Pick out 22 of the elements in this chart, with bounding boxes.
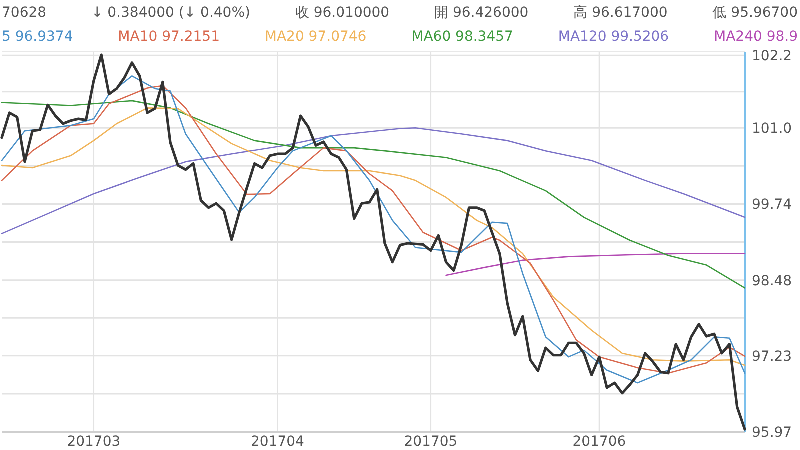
text: MA240 98.9 <box>714 29 798 45</box>
text: 70628 <box>2 5 47 21</box>
text: 收 96.010000 <box>295 5 390 21</box>
text: 開 96.426000 <box>434 5 529 21</box>
x-tick-label: 201705 <box>404 434 458 450</box>
y-tick-label: 102.2 <box>752 48 792 65</box>
text: 5 96.9374 <box>2 29 74 45</box>
y-tick-label: 99.74 <box>752 197 792 214</box>
text: 低 95.96700 <box>712 5 798 21</box>
y-tick-label: 95.97 <box>752 425 792 441</box>
x-tick-label: 201704 <box>251 434 305 450</box>
text: MA60 98.3457 <box>412 29 514 45</box>
y-tick-label: 97.23 <box>752 348 792 365</box>
text: ↓ 0.384000 (↓ 0.40%) <box>91 5 250 21</box>
text: MA120 99.5206 <box>558 29 670 45</box>
x-tick-label: 201706 <box>572 434 626 450</box>
x-tick-label: 201703 <box>67 434 121 450</box>
y-tick-label: 98.48 <box>752 273 792 290</box>
y-tick-label: 101.0 <box>752 121 792 138</box>
text: MA10 97.2151 <box>118 29 220 45</box>
text: 高 96.617000 <box>574 5 668 21</box>
text: MA20 97.0746 <box>264 29 367 45</box>
